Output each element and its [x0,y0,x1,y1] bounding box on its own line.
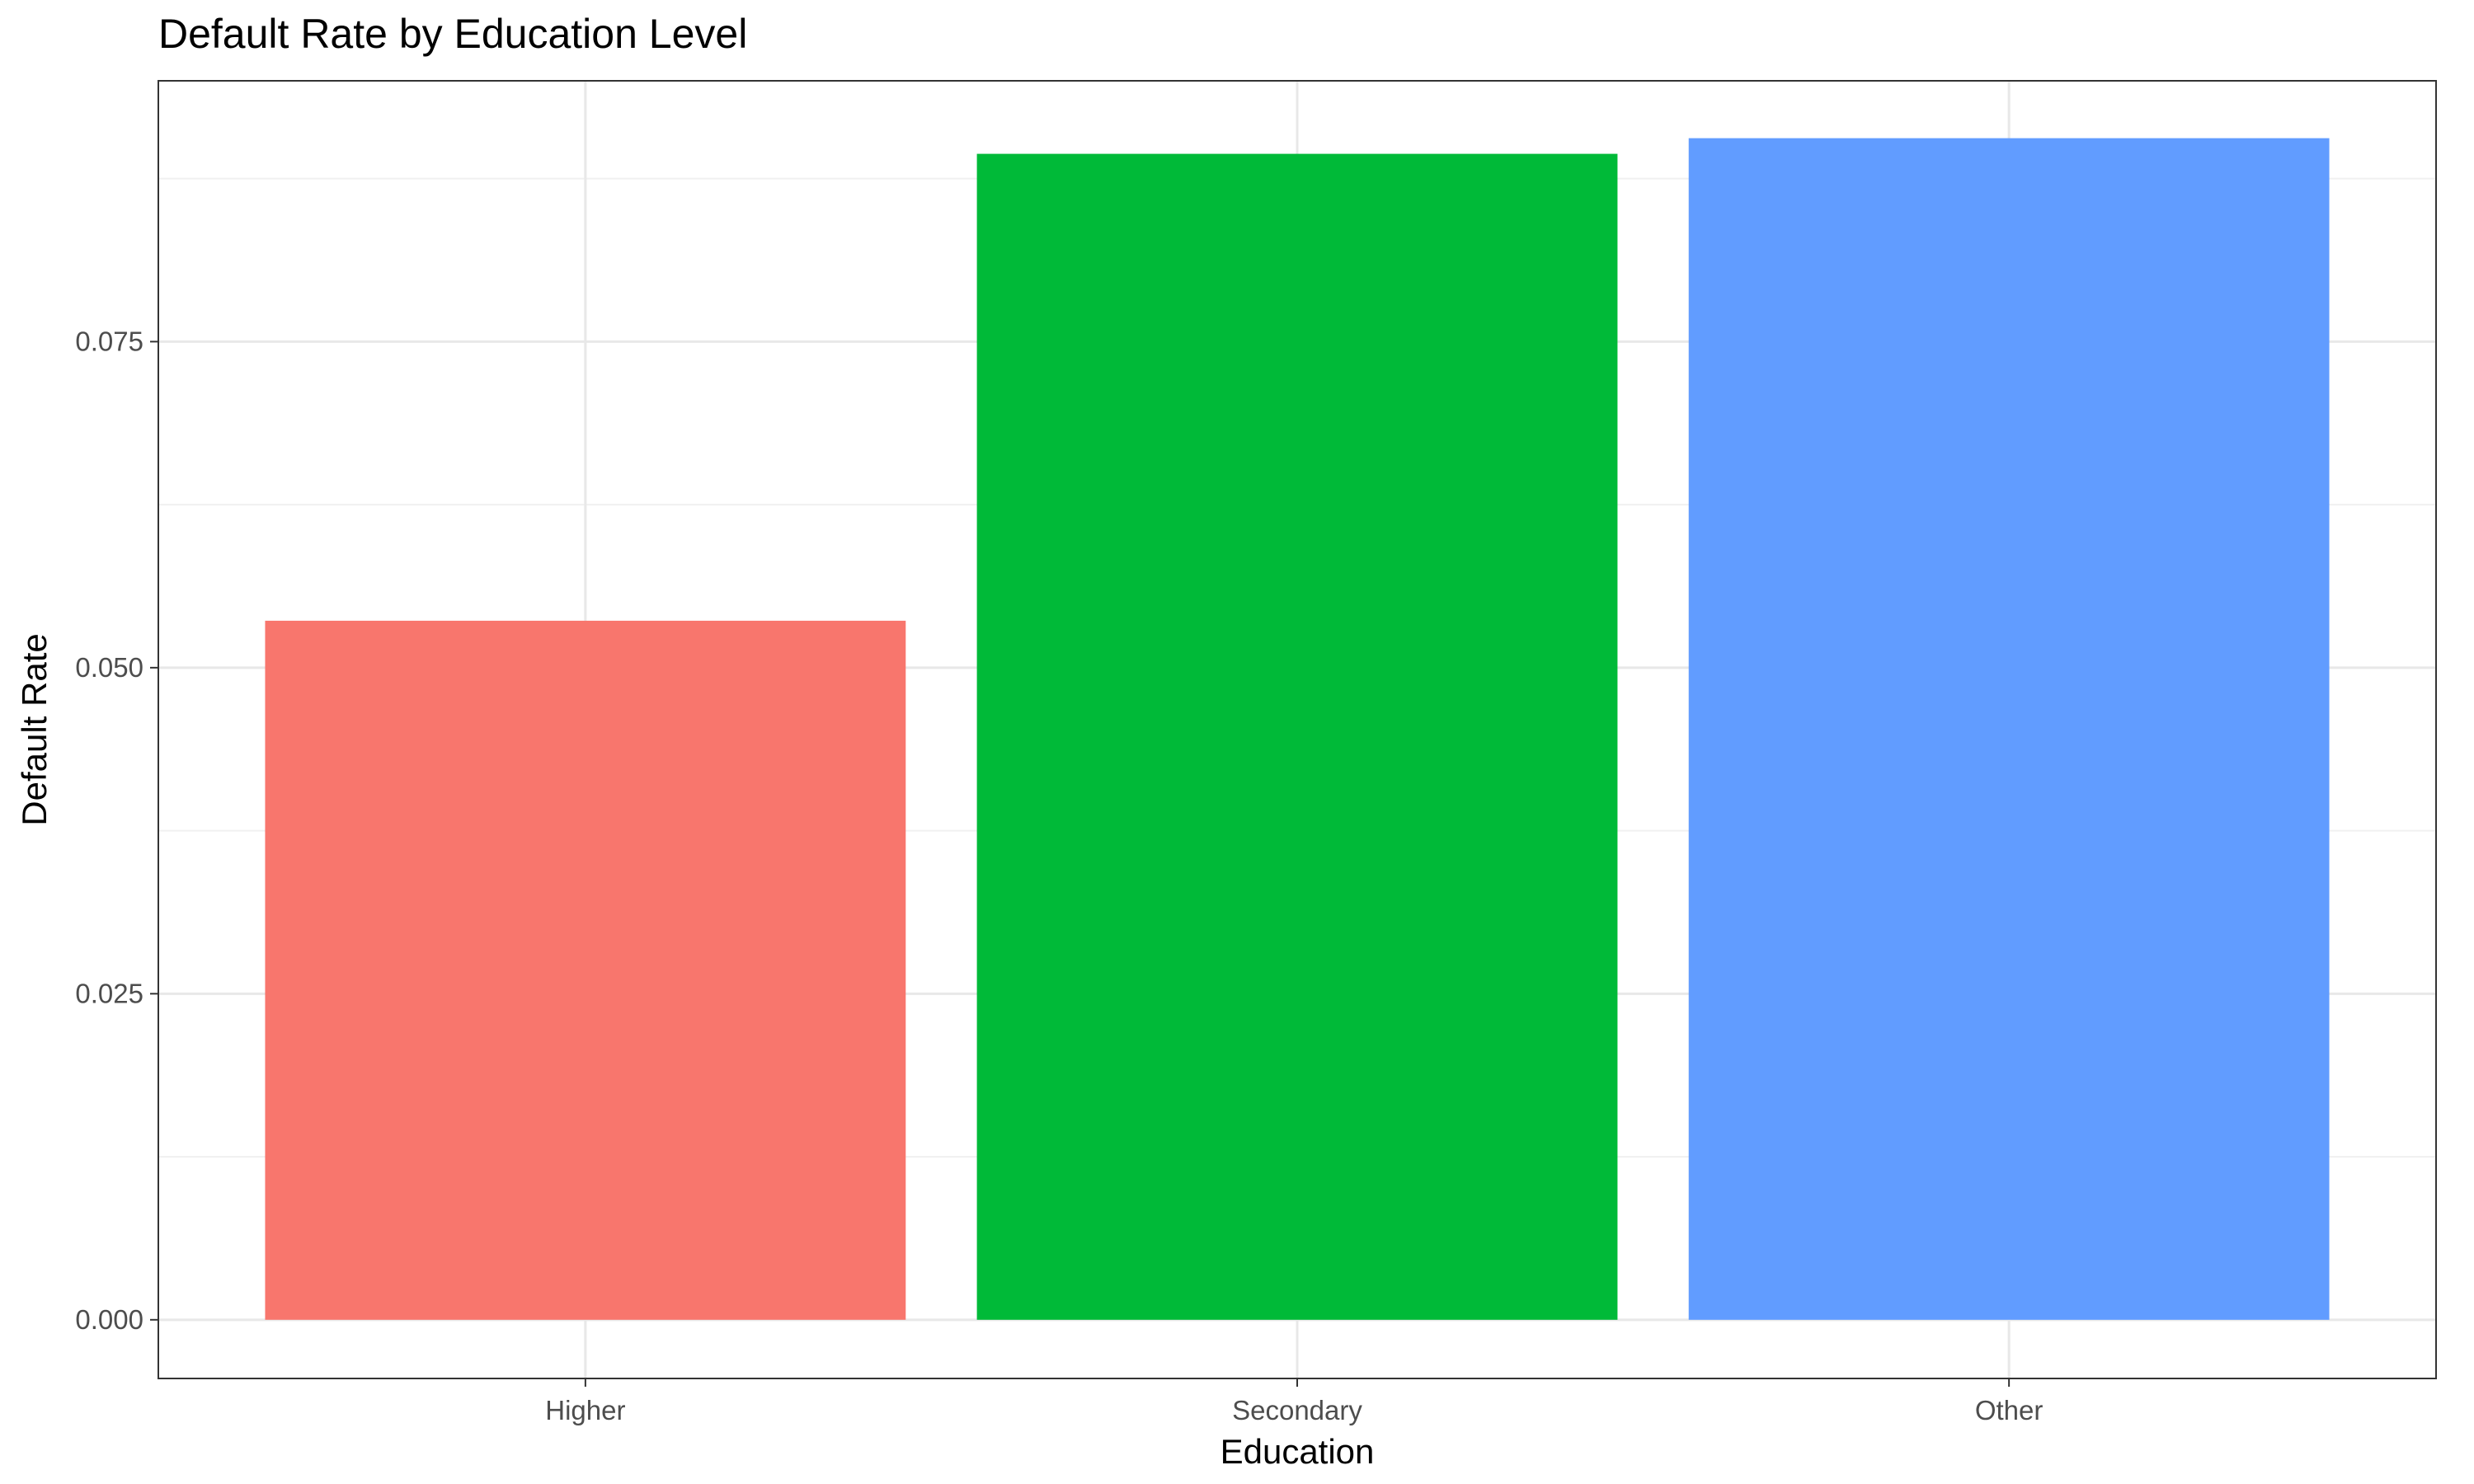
bar-other [1688,138,2330,1320]
chart-title: Default Rate by Education Level [158,11,747,57]
y-axis-title: Default Rate [15,633,54,825]
y-axis: 0.000 0.025 0.050 0.075 [75,326,158,1335]
x-axis: Higher Secondary Other [545,1378,2043,1425]
y-tick-label: 0.000 [75,1304,143,1335]
y-tick-label: 0.075 [75,326,143,356]
x-tick-label: Secondary [1232,1395,1362,1425]
x-axis-title: Education [1221,1432,1375,1471]
bars [265,138,2330,1320]
x-tick-label: Other [1975,1395,2044,1425]
y-tick-label: 0.050 [75,652,143,683]
x-tick-label: Higher [545,1395,625,1425]
bar-higher [265,620,906,1320]
bar-secondary [976,153,1618,1320]
y-tick-label: 0.025 [75,978,143,1008]
